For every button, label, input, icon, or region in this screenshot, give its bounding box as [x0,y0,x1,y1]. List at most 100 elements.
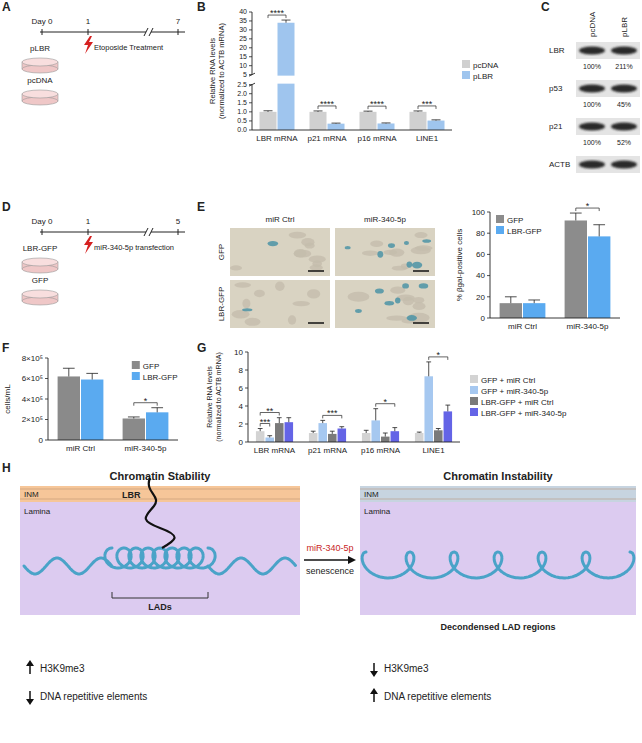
y-tick [245,442,248,443]
cell [275,281,285,291]
column-label: miR Ctrl [266,215,295,224]
error-bar [432,119,441,121]
error-stem [510,297,511,303]
legend-label: LBR-GFP + miR Ctrl [481,398,554,407]
y-axis-label: (normalized to ACTB mRNA) [215,352,223,441]
bar [424,376,433,442]
y-tick [249,74,252,75]
dish [22,290,58,298]
membrane-label: INM [24,490,39,499]
bar [428,121,445,130]
stain [355,309,362,313]
effect-label: DNA repetitive elements [40,691,147,702]
effect-arrow-head [26,660,34,666]
lane-label: pcDNA [588,11,597,37]
error-cap [86,373,98,374]
y-axis-label: % βgal-positive cells [455,229,464,302]
legend-swatch [470,408,478,416]
legend-label: GFP [507,216,523,225]
error-cap [383,433,388,434]
effect-label: H3K9me3 [40,663,85,674]
error-bar [570,213,582,220]
timeline: Day 015miR-340-5p transfectionLBR-GFPGFP [22,217,185,305]
protein-label: p21 [549,122,563,131]
error-cap [286,417,291,418]
y-tick-label: 0.5 [237,117,247,124]
timeline-tick [88,29,89,35]
y-tick [249,12,252,13]
significance-label: *** [327,408,338,418]
dish-label: pcDNA [27,76,53,85]
cell [415,245,433,251]
category-label: p16 mRNA [357,134,397,143]
bar [360,112,377,130]
y-tick [249,29,252,30]
y-tick [249,102,252,103]
micrograph [335,280,435,328]
error-bar [445,405,450,411]
y-axis [252,85,253,130]
y-tick [487,254,490,255]
legend-swatch [496,226,504,234]
cell [232,310,250,318]
quantification: 45% [617,101,631,108]
error-cap [528,299,540,300]
error-cap [314,110,323,111]
error-cap [264,110,273,111]
error-bar [264,111,273,112]
error-bar [277,418,282,423]
error-bar [258,429,263,432]
quantification: 100% [583,139,601,146]
error-stem [92,373,93,379]
bar-chart: 0246810LBR mRNAp21 mRNAp16 mRNALINE1Rela… [206,348,567,455]
cell [230,265,242,270]
cell [413,302,426,310]
stain [407,261,413,267]
significance-label: **** [370,99,385,109]
y-tick [45,378,48,379]
bar [285,422,294,442]
legend-swatch [132,361,140,369]
y-tick-label: 1.0 [237,108,247,115]
transition-arrow-head [348,556,356,564]
scale-bar [413,322,429,324]
stain [375,288,384,293]
legend-label: pcDNA [473,61,499,70]
error-cap [311,431,316,432]
y-tick-label: 0 [239,438,244,447]
micrograph [335,228,435,276]
y-tick [249,130,252,131]
column-label: miR-340-5p [364,215,406,224]
y-tick-label: 0 [481,314,486,323]
effect-label: H3K9me3 [384,663,429,674]
error-cap [417,432,422,433]
quantification: 211% [615,63,632,70]
category-label: LINE1 [422,446,445,455]
significance-label: ** [266,406,274,416]
stain [268,241,279,246]
y-tick [487,318,490,319]
inner-nuclear-membrane [360,486,636,502]
bar [123,418,145,440]
membrane-line [360,499,636,500]
timeline-day: 5 [176,217,181,226]
cell [389,249,404,257]
legend: GFPLBR-GFP [496,215,542,236]
blot-strip [576,80,640,97]
error-cap [364,430,369,431]
bar [328,124,345,130]
category-label: p21 mRNA [307,134,347,143]
arrow-label: senescence [306,566,354,576]
bar [318,423,327,442]
category-label: miR Ctrl [66,444,95,453]
y-tick-label: 4 [239,402,244,411]
y-tick-label: 8 [239,366,244,375]
membrane-line [20,499,300,500]
y-tick [249,38,252,39]
legend: pcDNApLBR [462,60,499,81]
timeline-tick [178,29,179,35]
y-tick [249,20,252,21]
error-cap [332,123,341,124]
blot-strip [576,156,640,173]
transition-arrow [304,559,350,561]
